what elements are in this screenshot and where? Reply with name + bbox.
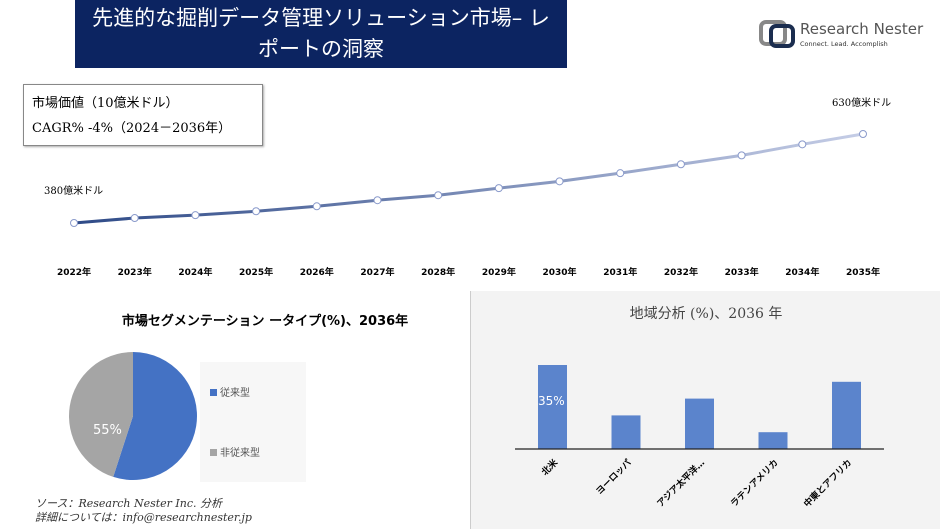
bar (832, 381, 861, 449)
x-tick-label: 2034年 (785, 266, 819, 278)
pie-chart-title: 市場セグメンテーション ータイプ(%)、2036年 (121, 314, 409, 329)
line-chart: 2022年 2023年 2024年 2025年 2026年 2027年 2028年 2029年… (44, 96, 891, 278)
x-tick-label: 2026年 (300, 266, 334, 278)
data-point (737, 151, 746, 160)
x-tick-label: 2032年 (664, 266, 698, 278)
data-point (130, 214, 139, 223)
data-point (494, 184, 503, 193)
legend-label: 非従来型 (220, 448, 260, 459)
title-line-2: ポートの洞察 (258, 37, 384, 61)
pie-slice (69, 352, 133, 477)
data-point (676, 160, 685, 169)
logo: Research Nester Connect. Lead. Accomplis… (758, 14, 938, 54)
x-tick-label: 2030年 (543, 266, 577, 278)
title-line-1: 先進的な掘削データ管理ソリューション市場– レ (92, 6, 550, 30)
bar-chart: 北米 ヨーロッパ アジア太平洋… ラテンアメリカ 中東とアフリカ 35% (515, 365, 884, 510)
x-tick-label: 2023年 (118, 266, 152, 278)
bar (611, 415, 641, 449)
bar (685, 398, 714, 449)
data-point (434, 191, 443, 200)
legend-item-unconventional: 非従来型 (210, 444, 260, 459)
data-point (555, 177, 564, 186)
end-annotation: 630億米ドル (832, 96, 891, 109)
legend-label: 従来型 (220, 388, 250, 399)
page-title: 先進的な掘削データ管理ソリューション市場– レ ポートの洞察 (75, 0, 567, 68)
regional-panel: 地域分析 (%)、2036 年 北米 ヨーロッパ アジア太平洋… ラテンアメリカ 中東と… (470, 291, 940, 529)
data-point (312, 202, 321, 211)
pie-slice (113, 352, 197, 480)
kpi-box: 市場価値（10億米ドル） CAGR% -4%（2024－2036年） (23, 84, 263, 146)
x-tick-label: 2028年 (421, 266, 455, 278)
market-value-label: 市場価値（10億米ドル） (32, 96, 179, 111)
legend-swatch (210, 389, 217, 396)
data-point (798, 140, 807, 149)
data-point (616, 169, 625, 178)
x-tick-label: 2025年 (239, 266, 273, 278)
legend-item-conventional: 従来型 (210, 384, 250, 399)
bar-data-label: 35% (538, 394, 565, 408)
data-point (252, 207, 261, 216)
legend-swatch (210, 449, 217, 456)
x-tick-label: 2029年 (482, 266, 516, 278)
cagr-label: CAGR% -4%（2024－2036年） (32, 121, 232, 136)
contact-text: 詳細については：info@researchnester.jp (35, 511, 252, 524)
data-point (859, 130, 867, 138)
logo-icon (759, 20, 795, 48)
logo-tagline: Connect. Lead. Accomplish (800, 40, 888, 48)
x-tick-label: 2031年 (603, 266, 637, 278)
x-tick-label: ヨーロッパ (593, 457, 633, 497)
x-tick-label: 2035年 (846, 266, 880, 278)
x-tick-label: 中東とアフリカ (801, 457, 854, 510)
pie-data-label: 55% (93, 423, 122, 438)
logo-name: Research Nester (800, 20, 924, 38)
data-point (191, 211, 200, 220)
pie-legend: 従来型 非従来型 (200, 362, 306, 482)
pie-chart: 55% (69, 352, 197, 480)
data-point (373, 196, 382, 205)
line-series (73, 132, 864, 225)
bar (538, 365, 567, 449)
x-tick-label: 2027年 (360, 266, 394, 278)
x-tick-label: 2033年 (725, 266, 759, 278)
source-note: ソース：Research Nester Inc. 分析 詳細については：info… (35, 497, 252, 525)
start-annotation: 380億米ドル (44, 184, 103, 197)
x-tick-label: 2024年 (178, 266, 212, 278)
x-tick-label: 北米 (539, 456, 561, 478)
x-tick-label: ラテンアメリカ (729, 457, 781, 509)
bar (758, 432, 788, 449)
data-point (70, 219, 78, 227)
x-tick-label: アジア太平洋… (654, 457, 707, 510)
bar-chart-title: 地域分析 (%)、2036 年 (629, 306, 783, 322)
x-tick-label: 2022年 (57, 266, 91, 278)
source-text: ソース：Research Nester Inc. 分析 (35, 497, 223, 510)
